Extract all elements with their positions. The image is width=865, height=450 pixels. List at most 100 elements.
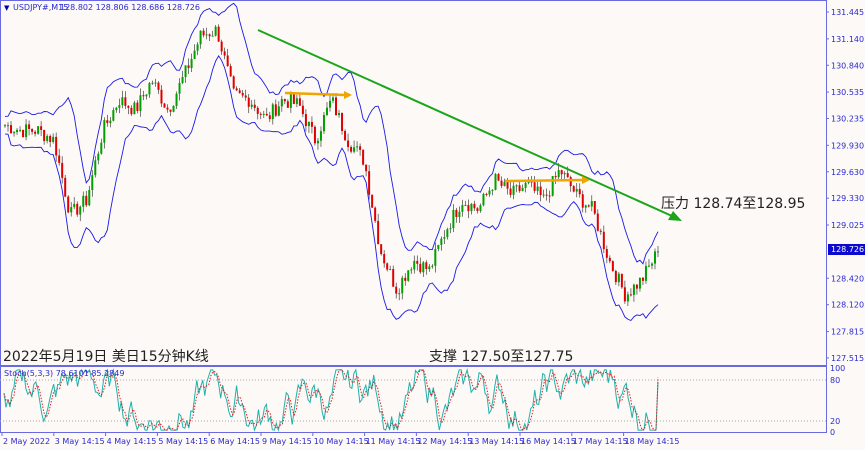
candle-body (440, 238, 443, 245)
time-tick-label: 17 May 14:15 (573, 437, 628, 446)
candle-body (491, 189, 494, 191)
candle-body (434, 248, 437, 266)
candle-body (280, 99, 283, 107)
candle-body (199, 30, 202, 45)
candle-body (223, 51, 226, 56)
candle-body (127, 105, 130, 108)
candle-body (160, 89, 163, 104)
candle-body (220, 41, 223, 52)
candle-body (52, 136, 55, 143)
level-line-2 (504, 178, 585, 183)
candle-body (431, 265, 434, 267)
time-tick-label: 4 May 14:15 (107, 437, 157, 446)
candle-body (91, 175, 94, 191)
candle-body (572, 186, 575, 192)
candle-body (94, 160, 97, 176)
candle-body (298, 98, 301, 106)
candle-body (67, 196, 70, 213)
candle-body (383, 254, 386, 264)
candle-body (338, 113, 341, 116)
stoch-main-line (3, 367, 659, 433)
candle-body (34, 131, 37, 134)
price-tick-label: 129.930 (831, 141, 864, 150)
candle-body (208, 34, 211, 37)
candle-body (295, 98, 298, 104)
time-tick-label: 12 May 14:15 (417, 437, 472, 446)
candle-body (112, 110, 115, 121)
candle-body (461, 205, 464, 212)
candle-body (217, 26, 220, 42)
candle-body (232, 76, 235, 89)
candle-body (353, 147, 356, 152)
stoch-tick-label: 80 (830, 376, 840, 385)
candle-body (121, 97, 124, 106)
candle-body (404, 277, 407, 281)
candle-body (650, 263, 653, 266)
candle-body (605, 249, 608, 258)
candle-body (37, 126, 40, 134)
candle-body (386, 263, 389, 270)
candle-body (413, 260, 416, 270)
current-price-box (828, 244, 865, 255)
candle-body (118, 105, 121, 108)
candle-body (563, 173, 566, 175)
candle-body (524, 182, 527, 188)
candle-body (581, 194, 584, 208)
candle-body (368, 171, 371, 195)
level-line-1 (284, 91, 347, 97)
chart-header-arrow: ▼ (4, 4, 10, 12)
candle-body (635, 284, 638, 289)
candle-body (61, 162, 64, 178)
candle-body (133, 102, 136, 115)
current-price-label: 128.726 (831, 245, 864, 254)
resistance-label: 压力 128.74至128.95 (661, 196, 805, 212)
price-axis: 131.445 131.140 130.840 130.535 130.235 129.9… (826, 8, 864, 437)
candle-body (476, 208, 479, 211)
stoch-signal-line (3, 368, 659, 431)
candle-body (88, 190, 91, 206)
candle-body (503, 182, 506, 186)
candle-body (347, 140, 350, 147)
candle-body (620, 273, 623, 288)
candle-body (587, 205, 590, 207)
candle-body (214, 26, 217, 36)
candle-body (371, 194, 374, 208)
candle-body (566, 173, 569, 178)
time-tick-label: 3 May 14:15 (55, 437, 105, 446)
candle-body (464, 205, 467, 207)
candle-body (85, 195, 88, 206)
stoch-tick-label: 0 (830, 428, 835, 437)
candle-body (407, 270, 410, 281)
candle-body (109, 120, 112, 124)
candle-body (289, 94, 292, 108)
candle-body (449, 228, 452, 230)
candle-body (401, 277, 404, 294)
candle-body (250, 104, 253, 107)
candle-body (611, 261, 614, 272)
candle-body (470, 203, 473, 212)
candle-body (31, 128, 34, 132)
candle-body (193, 50, 196, 59)
candle-body (136, 102, 139, 111)
candle-body (190, 58, 193, 69)
candle-body (623, 287, 626, 302)
bollinger-bands (4, 2, 659, 322)
candle-body (518, 185, 521, 191)
candle-body (307, 121, 310, 127)
candle-body (335, 97, 338, 116)
candle-body (178, 82, 181, 94)
candle-body (181, 76, 184, 83)
candle-body (398, 293, 401, 295)
candle-body (359, 146, 362, 150)
candle-body (653, 251, 656, 264)
candle-body (494, 174, 497, 190)
candle-body (578, 188, 581, 195)
candle-body (392, 269, 395, 287)
candle-body (647, 265, 650, 267)
candle-body (422, 262, 425, 273)
candle-body (539, 186, 542, 195)
candle-body (515, 185, 518, 187)
time-tick-label: 5 May 14:15 (158, 437, 208, 446)
candle-body (542, 194, 545, 196)
